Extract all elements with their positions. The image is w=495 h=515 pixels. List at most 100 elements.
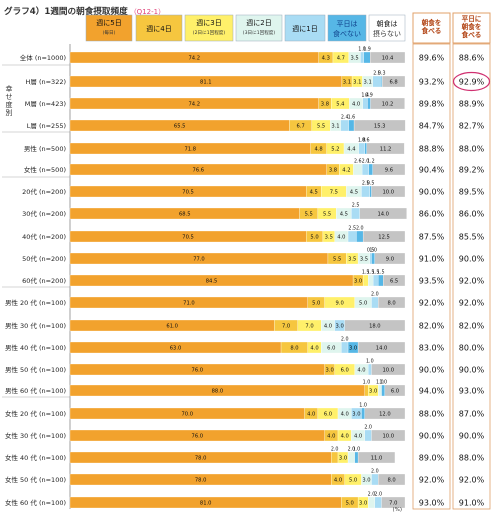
eat-value-6: 90.4% [419,166,445,175]
bar-19-label-1: 78.0 [195,456,207,462]
weekday-value-17: 87.0% [459,410,485,419]
bar-20-label-2: 4.0 [334,478,342,484]
weekday-value-12: 92.0% [459,299,485,308]
unit-label: (%) [392,507,402,513]
row-label-17: 女性 20 代 (n=100) [5,409,66,418]
row-label-4: L層 (n=255) [27,122,66,130]
legend-label-5: 週に1日 [292,24,317,33]
bar-7-label-5: 2.5 [362,181,370,187]
bar-14-label-4: 6.0 [327,346,335,352]
weekday-value-6: 89.2% [459,166,485,175]
legend-sublabel-7: 摂らない [373,29,401,38]
legend-swatch-6 [327,14,367,42]
group-label-char-3: 度 [6,100,13,109]
bar-14-seg-5 [341,341,349,354]
bar-5-label-4: 4.4 [347,147,356,153]
bar-16-label-3: 3.0 [369,389,377,395]
bar-12-label-4: 5.0 [359,301,367,307]
weekday-value-8: 86.0% [459,210,485,219]
bar-14-label-7: 14.0 [376,346,388,352]
bar-13-label-5: 3.0 [336,324,344,330]
bar-19-label-2: 2.0 [331,447,339,453]
bar-1-label-4: 3.5 [350,56,358,62]
eat-value-16: 94.0% [419,387,445,396]
bar-20-seg-5 [371,473,379,486]
bar-1-label-1: 74.2 [189,56,201,62]
summary-header-2-line-2: 朝食を [462,22,482,31]
bar-6-label-3: 4.2 [342,168,350,174]
bar-17-label-1: 70.0 [181,412,193,418]
bar-12-label-7: 8.0 [387,301,395,307]
bar-20-label-4: 3.0 [362,478,370,484]
bar-3-seg-6 [367,97,371,110]
bar-18-seg-5 [364,429,372,442]
bar-21-label-1: 81.0 [200,501,212,507]
row-label-13: 男性 30 代 (n=100) [5,321,66,330]
bar-6-seg-7 [372,163,406,176]
bar-18-label-3: 4.0 [341,434,349,440]
bar-20-seg-7 [378,473,406,486]
bar-14-label-5: 2.0 [341,337,349,343]
bar-11-label-6: 1.5 [377,270,385,276]
bar-8-label-1: 68.5 [179,212,191,218]
bar-8-label-5: 2.5 [352,203,360,209]
bar-5-seg-5 [358,142,365,155]
bar-2-label-2: 3.1 [343,80,351,86]
bar-17-label-7: 12.0 [379,412,391,418]
bar-11-seg-3 [362,274,369,287]
row-label-1: 全体 (n=1000) [20,53,66,62]
bar-12-label-3: 9.0 [336,301,344,307]
row-label-10: 50代 (n=200) [22,254,66,263]
chart-title: グラフ4）1週間の朝食摂取頻度 （Q12-1） [4,7,166,17]
bar-7-seg-6 [369,185,372,198]
bar-7-label-7: 10.0 [382,190,394,196]
bar-11-seg-4 [367,274,374,287]
bar-19-label-7: 11.0 [371,456,383,462]
bar-12-label-2: 5.0 [312,301,320,307]
bar-19-label-6: 1.0 [353,447,361,453]
bar-3-label-4: 4.0 [352,102,360,108]
bar-17-label-3: 6.0 [324,412,332,418]
bar-5-seg-7 [366,142,405,155]
row-label-16: 男性 60 代 (n=100) [5,386,66,395]
legend-swatch-3 [184,14,234,42]
bar-16-seg-6 [381,384,386,397]
bar-19-seg-7 [357,451,396,464]
bar-18-label-7: 10.0 [382,434,394,440]
bar-2-seg-6 [381,75,383,88]
bar-14-seg-7 [357,341,406,354]
summary-column-eat [412,43,451,510]
bar-16-seg-7 [384,384,406,397]
bar-16-label-7: 6.0 [391,389,399,395]
bar-4-label-3: 5.5 [317,124,325,130]
bar-10-seg-6 [371,252,375,265]
bar-5-label-1: 71.8 [184,147,196,153]
bar-11-label-7: 6.5 [390,279,398,285]
bar-7-seg-5 [361,185,370,198]
legend-label-4: 週に2日 [246,18,271,27]
summary-header-2-line-1: 平日に [462,15,482,23]
weekday-value-13: 82.0% [459,322,485,331]
eat-value-19: 89.0% [419,454,445,463]
bar-1-seg-5 [360,51,364,64]
bar-5-label-5: 1.8 [358,138,366,144]
bar-16-label-2: 1.0 [363,380,371,386]
weekday-value-21: 91.0% [459,499,485,508]
bar-5-label-2: 4.8 [314,147,322,153]
bar-1-label-6: 1.9 [363,47,371,53]
bar-21-label-2: 5.0 [346,501,354,507]
bar-17-label-5: 3.0 [352,412,360,418]
bar-14-label-2: 8.0 [290,346,298,352]
bar-4-seg-5 [340,119,349,132]
bar-10-label-1: 77.0 [193,257,205,263]
legend-label-2: 週に4日 [146,24,171,33]
bar-9-label-1: 70.5 [182,235,194,241]
bar-15-label-4: 4.0 [357,368,365,374]
legend-sublabel-4: (3日に1回程度) [243,29,276,36]
bar-20-label-1: 78.0 [195,478,207,484]
bar-12-label-5: 2.0 [371,292,379,298]
legend-swatch-5 [284,14,326,42]
bar-2-seg-7 [382,75,406,88]
weekday-value-4: 82.7% [459,122,485,131]
bar-11-seg-6 [378,274,384,287]
